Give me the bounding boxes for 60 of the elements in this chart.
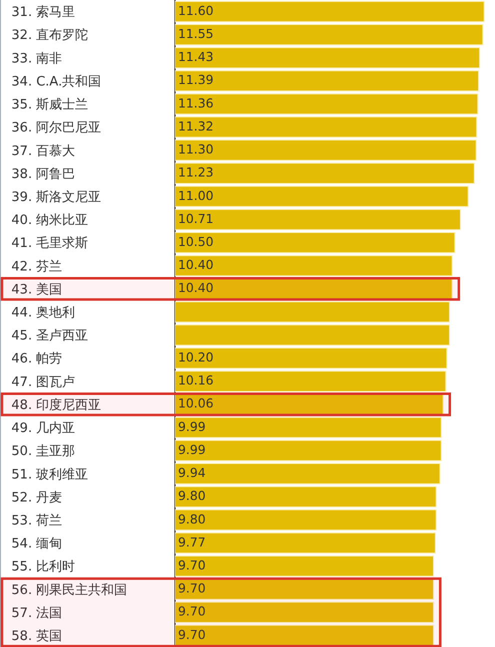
data-label: 9.94 [178,465,206,480]
data-label: 9.80 [178,511,206,526]
y-tick-label: 34. C.A.共和国 [11,74,102,90]
data-label: 11.55 [178,26,214,42]
y-tick-label: 40. 纳米比亚 [11,213,88,228]
bar [175,624,434,646]
data-label: 10.06 [178,396,214,411]
data-label: 10.71 [178,210,214,226]
bar [175,208,461,230]
data-label: 9.70 [178,580,206,596]
y-tick-label: 38. 阿鲁巴 [11,166,76,182]
data-label: 11.00 [178,188,214,203]
y-tick-label: 52. 丹麦 [11,490,62,506]
y-tick-label: 45. 圣卢西亚 [11,328,88,344]
y-tick-label: 58. 英国 [11,629,62,644]
y-tick-label: 44. 奥地利 [11,306,76,320]
y-tick-label: 46. 帕劳 [11,352,62,367]
y-tick-label: 54. 缅甸 [11,536,62,552]
bar [175,324,450,346]
data-label: 10.40 [178,257,214,272]
y-tick-label: 55. 比利时 [11,560,76,575]
data-label: 9.70 [178,604,206,619]
data-label: 11.60 [178,2,214,18]
bar [175,532,436,554]
data-label: 9.99 [178,418,206,434]
y-tick-label: 41. 毛里求斯 [11,236,88,252]
y-tick-label: 47. 图瓦卢 [11,374,76,390]
y-tick-label: 32. 直布罗陀 [11,28,88,44]
data-label: 9.80 [178,488,206,504]
data-label: 11.30 [178,142,214,157]
y-tick-label: 31. 索马里 [11,5,76,20]
y-tick-label: 49. 几内亚 [11,421,76,436]
y-tick-label: 56. 刚果民主共和国 [11,582,128,598]
data-label: 10.20 [178,350,214,365]
data-label: 11.43 [178,49,214,64]
y-tick-label: 42. 芬兰 [11,259,62,274]
y-tick-label: 50. 圭亚那 [11,444,76,460]
data-label: 9.77 [178,534,206,550]
data-label: 10.50 [178,234,214,249]
y-tick-label: 43. 美国 [11,281,62,298]
data-label: 11.39 [178,72,214,88]
data-label: 10.40 [178,280,214,296]
data-label: 10.16 [178,372,214,388]
data-label: 9.70 [178,626,206,642]
y-tick-label: 57. 法国 [11,606,62,621]
y-tick-label: 36. 阿尔巴尼亚 [11,120,102,136]
y-tick-label: 48. 印度尼西亚 [11,396,102,413]
data-label: 9.99 [178,442,206,457]
y-tick-label: 35. 斯威士兰 [11,98,88,113]
data-label: 11.32 [178,118,214,134]
data-label: 11.23 [178,164,214,180]
bar [175,93,478,115]
bar [175,0,485,22]
y-tick-label: 37. 百慕大 [11,144,76,159]
y-tick-label: 51. 玻利维亚 [11,467,88,482]
y-tick-label: 33. 南非 [11,51,62,66]
data-label: 11.36 [178,95,214,110]
y-tick-label: 53. 荷兰 [11,513,62,528]
y-tick-label: 39. 斯洛文尼亚 [11,190,102,205]
data-label: 9.70 [178,557,206,572]
